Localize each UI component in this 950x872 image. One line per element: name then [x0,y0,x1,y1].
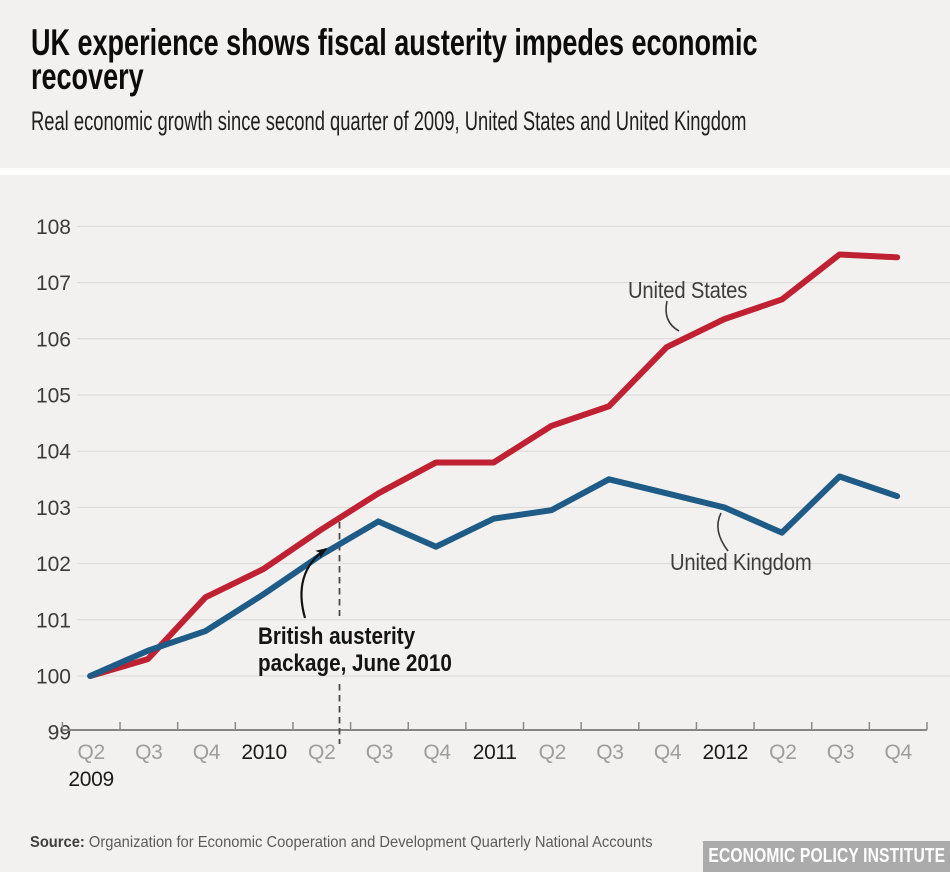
y-axis-label: 100 [36,666,71,689]
source-label: Source: [30,834,85,851]
us-label-leader [665,300,680,332]
y-axis-label: 104 [36,441,71,464]
x-axis-labels: Q2 Q3 Q4 2010 Q2 Q3 Q4 2011 Q2 Q3 Q4 2012 Q2 Q3 Q4 2009 [68,741,912,791]
y-axis-labels: 99 100 101 102 103 104 105 106 107 108 [36,216,71,745]
x-axis-year-label: 2009 [68,768,114,791]
y-axis-label: 108 [36,216,71,239]
epi-logo-text: ECONOMIC POLICY INSTITUTE [708,845,945,867]
y-axis-label: 106 [36,328,71,351]
x-axis-label: Q2 [769,741,796,764]
y-axis-label: 99 [48,722,71,745]
uk-series-label: United Kingdom [670,549,811,576]
x-axis-label: Q4 [884,741,912,764]
x-axis-label: Q3 [366,741,393,764]
header-divider [0,168,950,175]
us-line [87,251,901,679]
x-axis-label: 2012 [702,741,748,764]
us-series-label: United States [628,277,748,304]
x-axis-label: Q2 [539,741,566,764]
page-subtitle: Real economic growth since second quarte… [31,106,747,136]
x-axis-label: Q3 [596,741,623,764]
page-title-line1: UK experience shows fiscal austerity imp… [31,22,758,63]
source-line: Source: Organization for Economic Cooper… [30,834,653,852]
x-axis-label: Q2 [308,741,335,764]
uk-label-leader [717,512,729,552]
y-axis-label: 101 [36,609,71,632]
annotation-line1: British austerity [258,623,416,650]
x-axis-label: Q4 [423,741,451,764]
y-axis-label: 105 [36,385,71,408]
annotation-arrow [300,547,328,619]
x-axis-ticks [61,722,928,730]
x-axis-label: Q4 [193,741,221,764]
uk-line [87,473,901,679]
epi-logo: ECONOMIC POLICY INSTITUTE [703,841,950,872]
y-axis-label: 107 [36,272,71,295]
x-axis-label: 2010 [241,741,287,764]
x-axis-label: Q2 [77,741,104,764]
x-axis-label: Q4 [654,741,682,764]
source-text: Organization for Economic Cooperation an… [84,834,653,851]
x-axis-label: Q3 [135,741,162,764]
y-axis-label: 103 [36,497,71,520]
page-title: UK experience shows fiscal austerity imp… [31,22,950,97]
x-axis-label: Q3 [827,741,854,764]
annotation-line2: package, June 2010 [258,650,452,677]
y-axis-label: 102 [36,553,71,576]
x-axis-label: 2011 [473,741,517,764]
page-title-line2: recovery [31,56,144,97]
